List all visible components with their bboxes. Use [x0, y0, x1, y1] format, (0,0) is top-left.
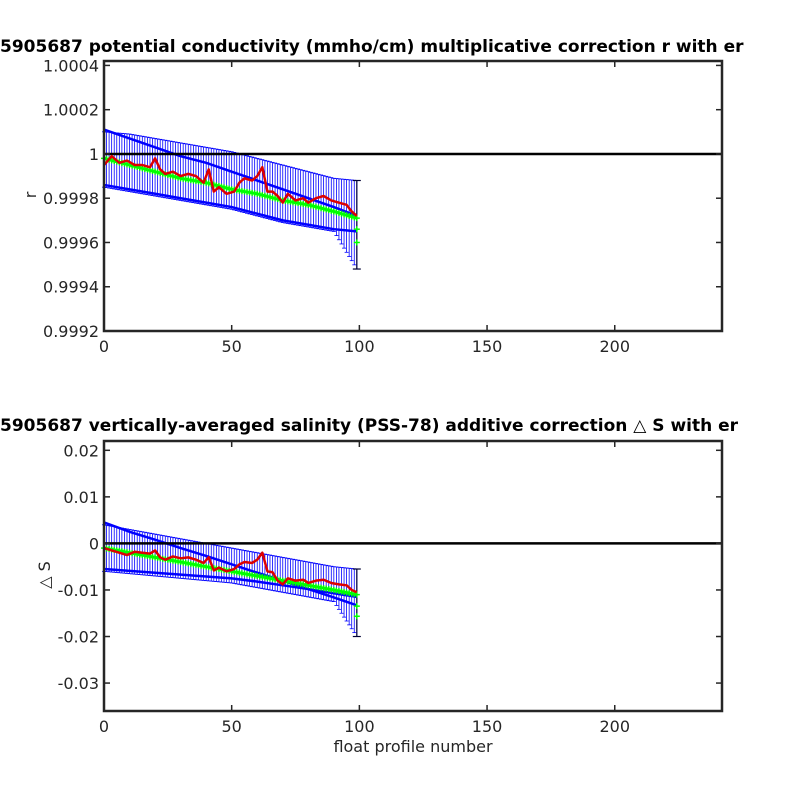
chart-1-ytick-label: 1.0004: [43, 56, 99, 75]
chart-1-axes-box: [102, 59, 724, 333]
chart-1-envelope-lower: [103, 183, 357, 233]
chart-1-ytick-label: 1: [89, 145, 99, 164]
chart-1-measured-line: [103, 154, 358, 217]
chart-2-ytick-label: 0: [89, 534, 99, 553]
chart-2-xtick-label: 0: [99, 717, 109, 736]
chart-1-title: 5905687 potential conductivity (mmho/cm)…: [0, 37, 744, 57]
chart-1-xtick-label: 150: [472, 337, 503, 356]
chart-2-plot-area: 0 50 100 150 200 -0.03 -0.02 -0.01 0 0.01 0.02: [58, 439, 724, 736]
chart-2-xlabel: float profile number: [333, 737, 493, 756]
chart-2-xtick-label: 100: [344, 717, 375, 736]
chart-1-ytick-label: 1.0002: [43, 101, 99, 120]
chart-1-xtick-label: 0: [99, 337, 109, 356]
chart-2-title: 5905687 vertically-averaged salinity (PS…: [0, 416, 739, 436]
chart-2-envelope-upper: [103, 521, 358, 607]
chart-1-ytick-label: 0.9998: [43, 189, 99, 208]
chart-2-xtick-label: 50: [222, 717, 242, 736]
chart-2-ytick-label: -0.01: [58, 581, 99, 600]
chart-2-measured-line: [103, 546, 358, 594]
chart-1-xtick-label: 50: [222, 337, 242, 356]
chart-1-ytick-label: 0.9996: [43, 233, 99, 252]
chart-2-ylabel: △ S: [35, 561, 54, 589]
chart-2-ytick-label: 0.02: [63, 441, 99, 460]
chart-2-envelope-lower: [103, 567, 358, 599]
chart-1-xtick-label: 100: [344, 337, 375, 356]
chart-2-xtick-label: 150: [472, 717, 503, 736]
chart-2-ytick-label: 0.01: [63, 488, 99, 507]
chart-2-fit-line: [103, 546, 358, 597]
chart-2-axes-box: [102, 439, 724, 713]
chart-1-plot-area: 0 50 100 150 200 0.9992 0.9994 0.9996 0.9998 1 1.0…: [43, 56, 724, 356]
chart-1-ylabel: r: [21, 191, 40, 198]
chart-1-ytick-label: 0.9992: [43, 322, 99, 341]
chart-1-fit-line: [103, 156, 358, 220]
chart-2-ytick-label: -0.02: [58, 628, 99, 647]
chart-1-xtick-label: 200: [599, 337, 630, 356]
chart-2-xtick-label: 200: [599, 717, 630, 736]
chart-1-ytick-label: 0.9994: [43, 278, 99, 297]
chart-2-ytick-label: -0.03: [58, 674, 99, 693]
chart-1-envelope-upper: [103, 128, 358, 218]
